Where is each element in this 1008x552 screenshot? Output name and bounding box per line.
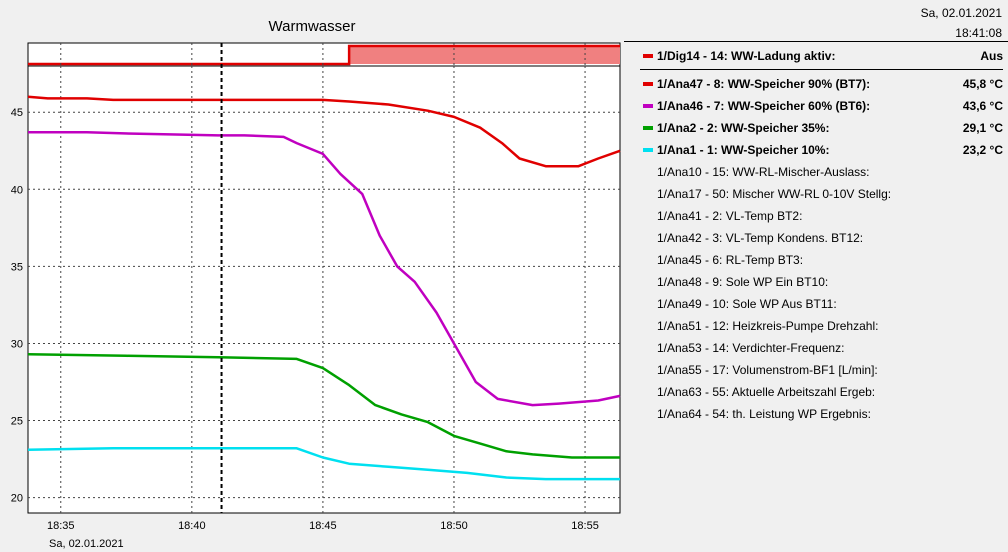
x-tick-label: 18:35 <box>47 520 75 532</box>
legend-item-label: 1/Ana63 - 55: Aktuelle Arbeitszahl Ergeb… <box>657 385 876 399</box>
legend-item[interactable]: 1/Ana53 - 14: Verdichter-Frequenz: <box>640 337 1003 359</box>
datetime-header: Sa, 02.01.2021 18:41:08 <box>921 3 1002 43</box>
legend-item[interactable]: 1/Ana55 - 17: Volumenstrom-BF1 [L/min]: <box>640 359 1003 381</box>
y-tick-label: 45 <box>11 107 23 119</box>
axis-ticks: 18:35 18:40 18:45 18:50 18:55 20 25 30 35 40 45 <box>11 107 599 532</box>
y-tick-label: 30 <box>11 338 23 350</box>
legend-digital-group: 1/Dig14 - 14: WW-Ladung aktiv: Aus <box>640 45 1003 67</box>
legend-inactive-group: 1/Ana10 - 15: WW-RL-Mischer-Auslass: 1/An… <box>640 161 1003 425</box>
y-tick-label: 35 <box>11 261 23 273</box>
plot-frame <box>27 65 621 514</box>
legend-item-label: 1/Ana41 - 2: VL-Temp BT2: <box>657 209 803 223</box>
series-line-1 <box>27 95 621 168</box>
y-tick-label: 25 <box>11 416 23 428</box>
legend-item-label: 1/Ana47 - 8: WW-Speicher 90% (BT7): <box>657 77 871 91</box>
legend-item-label: 1/Ana2 - 2: WW-Speicher 35%: <box>657 121 830 135</box>
legend-item-label: 1/Ana42 - 3: VL-Temp Kondens. BT12: <box>657 231 864 245</box>
series-line-3 <box>27 352 620 459</box>
legend-divider <box>640 69 1003 70</box>
legend-item[interactable]: 1/Ana41 - 2: VL-Temp BT2: <box>640 205 1003 227</box>
legend-item-value: Aus <box>980 49 1003 63</box>
legend-item-value: 23,2 °C <box>962 143 1003 157</box>
legend-item[interactable]: 1/Ana49 - 10: Sole WP Aus BT11: <box>640 293 1003 315</box>
series-line-2 <box>28 131 621 407</box>
legend-item[interactable]: 1/Ana64 - 54: th. Leistung WP Ergebnis: <box>640 403 1003 425</box>
y-tick-label: 40 <box>11 184 23 196</box>
legend-item[interactable]: 1/Ana42 - 3: VL-Temp Kondens. BT12: <box>640 227 1003 249</box>
legend-item[interactable]: 1/Ana46 - 7: WW-Speicher 60% (BT6): 43,6 … <box>640 95 1003 117</box>
legend-item[interactable]: 1/Dig14 - 14: WW-Ladung aktiv: Aus <box>640 45 1003 67</box>
chart-title: Warmwasser <box>268 18 356 35</box>
legend-color-swatch <box>643 104 653 108</box>
legend-item-label: 1/Ana10 - 15: WW-RL-Mischer-Auslass: <box>657 165 870 179</box>
legend: 1/Dig14 - 14: WW-Ladung aktiv: Aus 1/Ana4… <box>640 45 1003 425</box>
y-tick-label: 20 <box>11 493 23 505</box>
legend-item-label: 1/Ana45 - 6: RL-Temp BT3: <box>657 253 804 267</box>
x-tick-label: 18:45 <box>309 520 337 532</box>
legend-item[interactable]: 1/Ana10 - 15: WW-RL-Mischer-Auslass: <box>640 161 1003 183</box>
digital-active-fill <box>349 46 620 64</box>
legend-item-label: 1/Ana51 - 12: Heizkreis-Pumpe Drehzahl: <box>657 319 879 333</box>
series-layer <box>27 95 621 481</box>
legend-color-swatch <box>643 148 653 152</box>
header-date: Sa, 02.01.2021 <box>920 6 1002 20</box>
legend-color-swatch <box>643 54 653 58</box>
chart-area[interactable]: 18:35 18:40 18:45 18:50 18:55 20 25 30 35 40 45 Sa… <box>0 0 624 552</box>
legend-item-value: 45,8 °C <box>962 77 1003 91</box>
grid <box>28 43 620 513</box>
digital-track <box>27 42 621 67</box>
header-time: 18:41:08 <box>955 26 1002 40</box>
legend-color-swatch <box>643 126 653 130</box>
legend-item-label: 1/Ana1 - 1: WW-Speicher 10%: <box>657 143 830 157</box>
header-divider <box>624 41 1008 42</box>
x-axis-date-label: Sa, 02.01.2021 <box>49 538 124 550</box>
legend-item[interactable]: 1/Ana51 - 12: Heizkreis-Pumpe Drehzahl: <box>640 315 1003 337</box>
legend-item-value: 43,6 °C <box>962 99 1003 113</box>
legend-item[interactable]: 1/Ana45 - 6: RL-Temp BT3: <box>640 249 1003 271</box>
legend-color-swatch <box>643 82 653 86</box>
legend-item-label: 1/Ana17 - 50: Mischer WW-RL 0-10V Stellg… <box>657 187 892 201</box>
legend-item[interactable]: 1/Ana47 - 8: WW-Speicher 90% (BT7): 45,8 … <box>640 73 1003 95</box>
legend-analog-group: 1/Ana47 - 8: WW-Speicher 90% (BT7): 45,8 … <box>640 73 1003 161</box>
legend-item-value: 29,1 °C <box>962 121 1003 135</box>
x-tick-label: 18:40 <box>178 520 206 532</box>
x-tick-label: 18:50 <box>440 520 468 532</box>
legend-item-label: 1/Ana55 - 17: Volumenstrom-BF1 [L/min]: <box>657 363 878 377</box>
digital-series-line <box>28 44 620 66</box>
legend-item-label: 1/Ana48 - 9: Sole WP Ein BT10: <box>657 275 829 289</box>
x-tick-label: 18:55 <box>571 520 599 532</box>
series-line-4 <box>27 447 620 481</box>
legend-item-label: 1/Ana53 - 14: Verdichter-Frequenz: <box>657 341 845 355</box>
legend-item-label: 1/Dig14 - 14: WW-Ladung aktiv: <box>657 49 836 63</box>
legend-item-label: 1/Ana64 - 54: th. Leistung WP Ergebnis: <box>657 407 871 421</box>
legend-item[interactable]: 1/Ana63 - 55: Aktuelle Arbeitszahl Ergeb… <box>640 381 1003 403</box>
legend-item[interactable]: 1/Ana48 - 9: Sole WP Ein BT10: <box>640 271 1003 293</box>
legend-item[interactable]: 1/Ana1 - 1: WW-Speicher 10%: 23,2 °C <box>640 139 1003 161</box>
plot-panel <box>27 65 621 514</box>
legend-item[interactable]: 1/Ana17 - 50: Mischer WW-RL 0-10V Stellg… <box>640 183 1003 205</box>
legend-item-label: 1/Ana49 - 10: Sole WP Aus BT11: <box>657 297 837 311</box>
legend-item-label: 1/Ana46 - 7: WW-Speicher 60% (BT6): <box>657 99 871 113</box>
legend-item[interactable]: 1/Ana2 - 2: WW-Speicher 35%: 29,1 °C <box>640 117 1003 139</box>
